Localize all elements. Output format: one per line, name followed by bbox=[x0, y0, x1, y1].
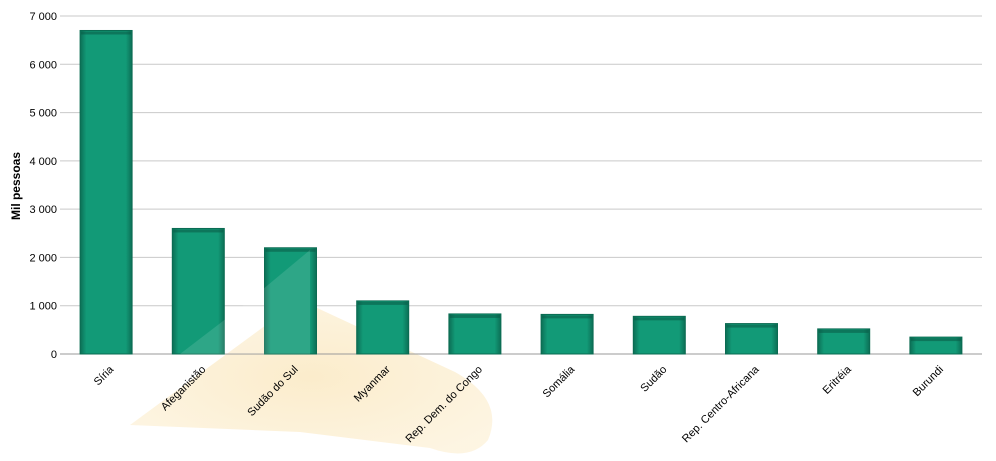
y-axis-ticks: 0 1 000 2 000 3 000 4 000 5 000 6 000 7 000 bbox=[29, 11, 57, 361]
watermark-logo bbox=[130, 300, 493, 454]
bar bbox=[817, 328, 871, 355]
y-tick-label: 6 000 bbox=[29, 59, 57, 71]
bar-top-shade bbox=[357, 301, 408, 305]
y-tick-label: 1 000 bbox=[29, 301, 57, 313]
bar bbox=[725, 323, 778, 355]
watermark-overlay bbox=[180, 250, 310, 354]
y-tick-label: 0 bbox=[51, 349, 57, 361]
y-tick-label: 3 000 bbox=[29, 204, 57, 216]
bar bbox=[79, 29, 133, 355]
bar bbox=[540, 313, 594, 355]
y-axis-title: Mil pessoas bbox=[9, 152, 23, 220]
x-category-label: Somália bbox=[541, 363, 578, 400]
bars bbox=[79, 29, 963, 355]
bar-top-shade bbox=[81, 31, 132, 35]
y-tick-label: 5 000 bbox=[29, 108, 57, 120]
bar-top-shade bbox=[634, 317, 685, 321]
bar-top-shade bbox=[726, 324, 777, 328]
x-category-label: Sudão bbox=[638, 364, 669, 395]
y-tick-label: 4 000 bbox=[29, 156, 57, 168]
bar-top-shade bbox=[173, 229, 224, 233]
x-category-label: Burundi bbox=[911, 364, 946, 399]
bar-top-shade bbox=[542, 315, 593, 319]
watermark-highlight bbox=[180, 250, 310, 354]
bar bbox=[632, 315, 686, 355]
bar bbox=[171, 227, 225, 355]
watermark-shape bbox=[130, 300, 493, 454]
bar bbox=[356, 300, 410, 355]
bar-top-shade bbox=[818, 329, 869, 333]
y-tick-label: 7 000 bbox=[29, 11, 57, 23]
x-category-label: Rep. Centro-Africana bbox=[680, 363, 762, 445]
y-tick-label: 2 000 bbox=[29, 252, 57, 264]
x-category-label: Eritréia bbox=[821, 363, 855, 397]
bar-top-shade bbox=[910, 338, 961, 342]
bar bbox=[448, 313, 502, 355]
bar-top-shade bbox=[265, 248, 316, 252]
x-category-label: Síria bbox=[92, 363, 117, 388]
bar bbox=[909, 336, 963, 355]
bar bbox=[264, 247, 317, 355]
bar-top-shade bbox=[449, 314, 500, 318]
